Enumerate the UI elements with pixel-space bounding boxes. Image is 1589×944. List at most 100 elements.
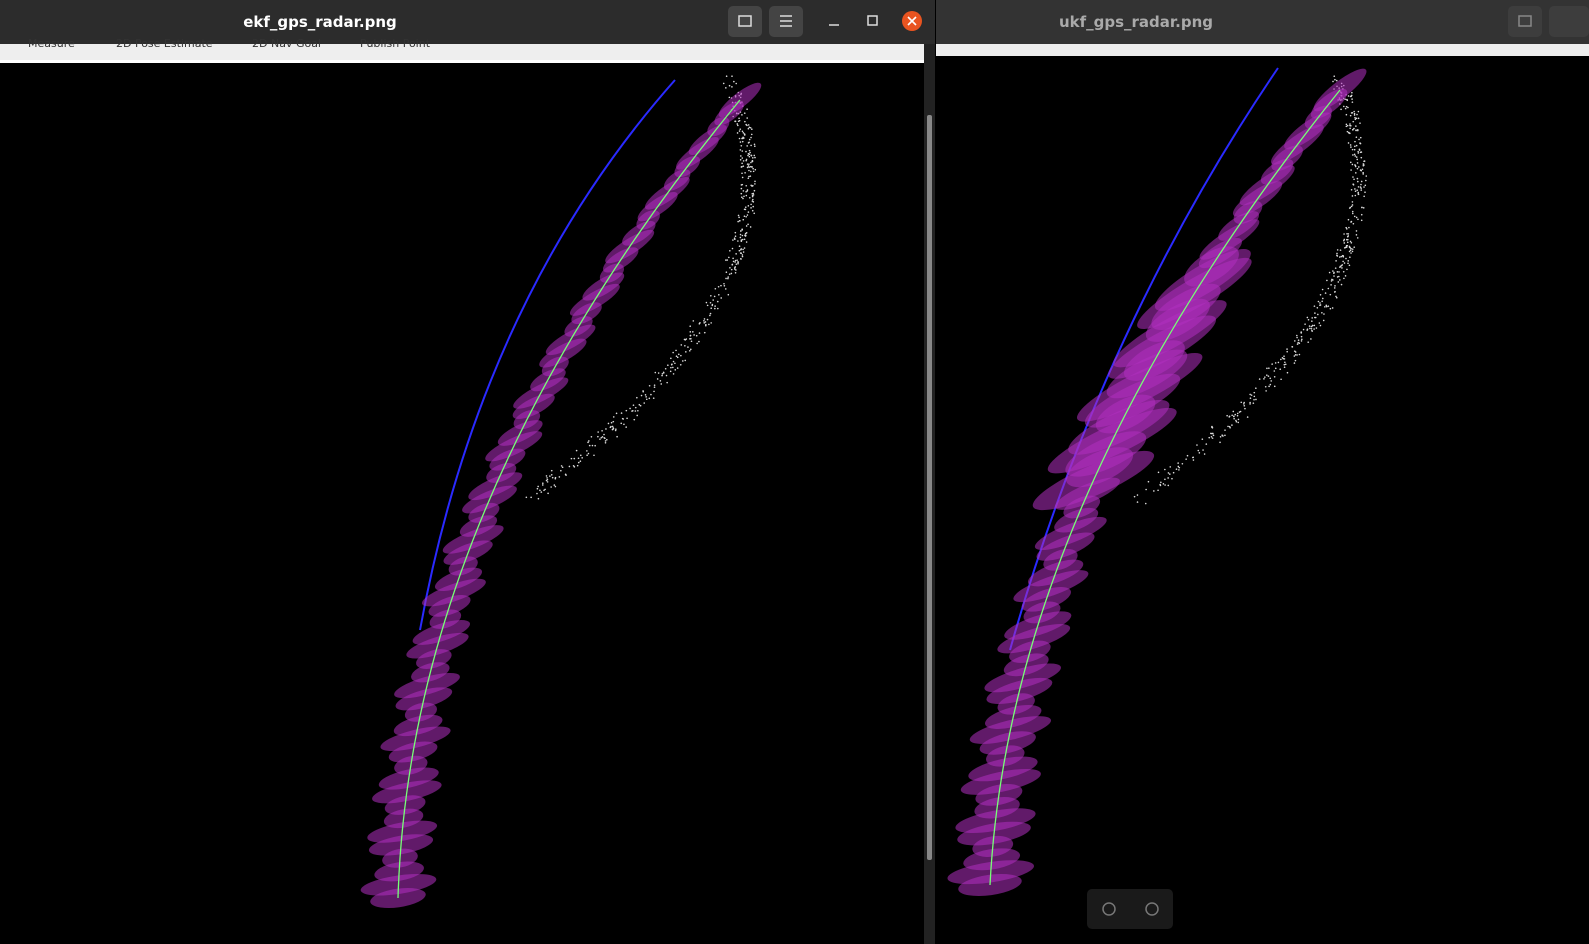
lidar-point bbox=[740, 159, 742, 161]
lidar-point bbox=[677, 367, 679, 369]
lidar-point bbox=[1239, 411, 1241, 413]
lidar-point bbox=[1341, 284, 1343, 286]
lidar-point bbox=[1137, 494, 1139, 496]
lidar-point bbox=[1322, 298, 1324, 300]
lidar-point bbox=[1164, 478, 1166, 480]
lidar-point bbox=[682, 360, 684, 362]
lidar-point bbox=[1294, 362, 1296, 364]
lidar-point bbox=[1361, 151, 1363, 153]
toolbar-item[interactable]: Measure bbox=[28, 37, 75, 50]
toolbar-item[interactable]: Publish Point bbox=[360, 37, 431, 50]
lidar-point bbox=[748, 124, 750, 126]
lidar-point bbox=[594, 445, 596, 447]
lidar-point bbox=[1292, 346, 1294, 348]
lidar-point bbox=[684, 360, 686, 362]
lidar-point bbox=[1353, 223, 1355, 225]
lidar-point bbox=[1323, 320, 1325, 322]
lidar-point bbox=[1349, 256, 1351, 258]
lidar-point bbox=[1363, 186, 1365, 188]
lidar-point bbox=[745, 124, 747, 126]
lidar-point bbox=[1346, 245, 1348, 247]
lidar-point bbox=[1341, 267, 1343, 269]
lidar-point bbox=[735, 269, 737, 271]
lidar-point bbox=[1354, 117, 1356, 119]
lidar-point bbox=[1353, 178, 1355, 180]
scrollbar-thumb[interactable] bbox=[927, 115, 932, 860]
lidar-point bbox=[749, 152, 751, 154]
lidar-point bbox=[1163, 483, 1165, 485]
lidar-point bbox=[741, 228, 743, 230]
lidar-point bbox=[741, 240, 743, 242]
lidar-point bbox=[1286, 351, 1288, 353]
lidar-point bbox=[1352, 176, 1354, 178]
toolbar-item[interactable]: 2D Pose Estimate bbox=[116, 37, 213, 50]
lidar-point bbox=[744, 172, 746, 174]
lidar-point bbox=[1178, 469, 1180, 471]
lidar-point bbox=[1339, 266, 1341, 268]
lidar-point bbox=[537, 488, 539, 490]
lidar-point bbox=[581, 457, 583, 459]
lidar-point bbox=[750, 162, 752, 164]
lidar-point bbox=[1349, 264, 1351, 266]
toolbar-item[interactable]: 2D Nav Goal bbox=[252, 37, 321, 50]
menu-button[interactable] bbox=[1549, 6, 1589, 37]
lidar-point bbox=[1349, 251, 1351, 253]
lidar-point bbox=[642, 390, 644, 392]
lidar-point bbox=[1249, 402, 1251, 404]
lidar-point bbox=[748, 205, 750, 207]
lidar-point bbox=[748, 170, 750, 172]
lidar-point bbox=[542, 482, 544, 484]
lidar-point bbox=[1341, 265, 1343, 267]
lidar-point bbox=[749, 197, 751, 199]
lidar-point bbox=[741, 157, 743, 159]
lidar-point bbox=[1253, 392, 1255, 394]
lidar-point bbox=[666, 382, 668, 384]
lidar-point bbox=[747, 214, 749, 216]
lidar-point bbox=[1335, 260, 1337, 262]
lidar-point bbox=[597, 431, 599, 433]
lidar-point bbox=[1356, 145, 1358, 147]
lidar-point bbox=[742, 198, 744, 200]
view-button[interactable] bbox=[1508, 6, 1542, 37]
window-title: ekf_gps_radar.png bbox=[243, 13, 397, 31]
lidar-point bbox=[1346, 124, 1348, 126]
lidar-point bbox=[1294, 340, 1296, 342]
lidar-point bbox=[606, 439, 608, 441]
lidar-point bbox=[739, 245, 741, 247]
lidar-point bbox=[1358, 166, 1360, 168]
lidar-point bbox=[703, 320, 705, 322]
lidar-point bbox=[1320, 294, 1322, 296]
lidar-point bbox=[1266, 368, 1268, 370]
lidar-point bbox=[663, 372, 665, 374]
lidar-point bbox=[748, 153, 750, 155]
lidar-point bbox=[738, 217, 740, 219]
lidar-point bbox=[629, 408, 631, 410]
lidar-point bbox=[1168, 472, 1170, 474]
lidar-point bbox=[1356, 156, 1358, 158]
lidar-point bbox=[1196, 444, 1198, 446]
lidar-point bbox=[1275, 368, 1277, 370]
lidar-point bbox=[597, 436, 599, 438]
lidar-point bbox=[1337, 281, 1339, 283]
lidar-point bbox=[643, 402, 645, 404]
lidar-point bbox=[745, 206, 747, 208]
lidar-point bbox=[1335, 267, 1337, 269]
lidar-point bbox=[729, 85, 731, 87]
lidar-point bbox=[1364, 185, 1366, 187]
lidar-point bbox=[1347, 242, 1349, 244]
lidar-point bbox=[1356, 189, 1358, 191]
lidar-point bbox=[742, 165, 744, 167]
view-button[interactable] bbox=[728, 6, 762, 37]
lidar-point bbox=[537, 486, 539, 488]
lidar-point bbox=[1347, 131, 1349, 133]
lidar-point bbox=[1197, 450, 1199, 452]
lidar-point bbox=[1353, 111, 1355, 113]
lidar-point bbox=[546, 475, 548, 477]
lidar-point bbox=[1274, 370, 1276, 372]
lidar-point bbox=[1171, 478, 1173, 480]
lidar-point bbox=[1352, 183, 1354, 185]
lidar-point bbox=[740, 141, 742, 143]
lidar-point bbox=[740, 237, 742, 239]
lidar-point bbox=[1329, 272, 1331, 274]
lidar-point bbox=[1343, 239, 1345, 241]
